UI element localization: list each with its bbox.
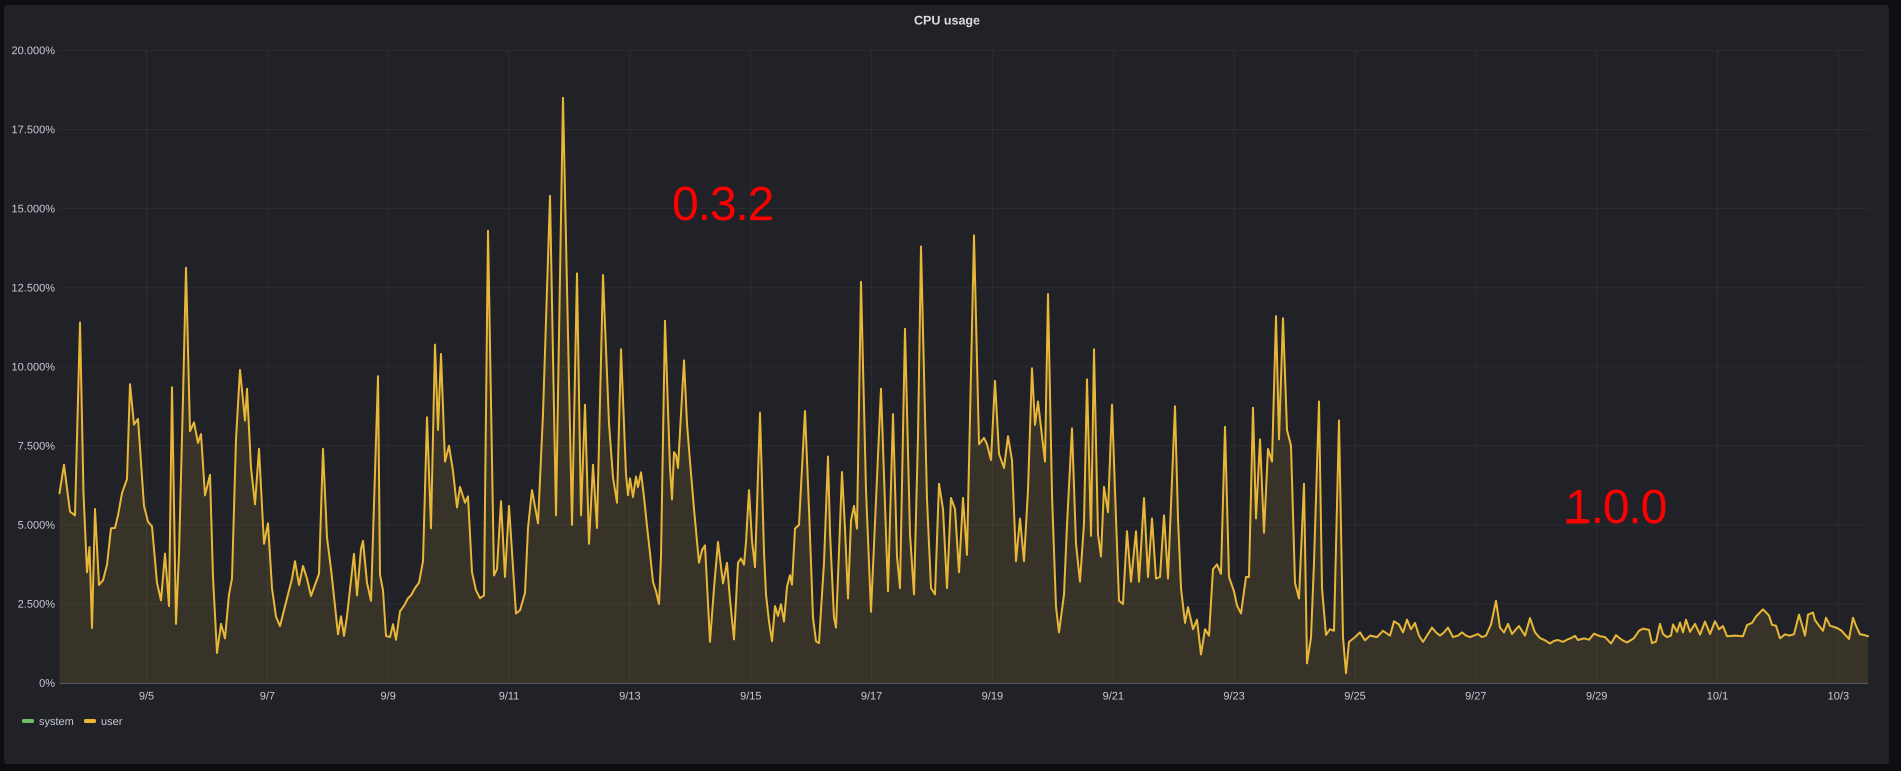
svg-text:9/15: 9/15 xyxy=(740,690,761,702)
svg-text:9/27: 9/27 xyxy=(1465,690,1486,702)
svg-text:12.500%: 12.500% xyxy=(12,282,56,294)
svg-text:7.500%: 7.500% xyxy=(18,441,56,453)
svg-text:5.000%: 5.000% xyxy=(18,520,56,532)
svg-text:9/5: 9/5 xyxy=(139,690,154,702)
svg-text:17.500%: 17.500% xyxy=(12,124,56,136)
svg-text:9/29: 9/29 xyxy=(1586,690,1607,702)
svg-text:10.000%: 10.000% xyxy=(12,361,56,373)
svg-text:2.500%: 2.500% xyxy=(18,599,56,611)
svg-text:15.000%: 15.000% xyxy=(12,203,56,215)
svg-text:9/13: 9/13 xyxy=(619,690,640,702)
svg-text:9/19: 9/19 xyxy=(982,690,1003,702)
svg-text:9/23: 9/23 xyxy=(1223,690,1244,702)
svg-text:1.0.0: 1.0.0 xyxy=(1565,481,1666,534)
svg-text:9/7: 9/7 xyxy=(260,690,275,702)
svg-text:9/21: 9/21 xyxy=(1103,690,1124,702)
svg-text:9/25: 9/25 xyxy=(1344,690,1365,702)
svg-text:9/11: 9/11 xyxy=(499,690,520,702)
svg-text:10/3: 10/3 xyxy=(1828,690,1849,702)
svg-text:system: system xyxy=(39,716,74,728)
svg-text:10/1: 10/1 xyxy=(1707,690,1728,702)
svg-text:CPU usage: CPU usage xyxy=(914,13,980,27)
svg-text:user: user xyxy=(101,716,123,728)
svg-text:20.000%: 20.000% xyxy=(12,45,56,57)
svg-text:0%: 0% xyxy=(39,678,55,690)
svg-text:9/9: 9/9 xyxy=(381,690,396,702)
svg-text:9/17: 9/17 xyxy=(861,690,882,702)
svg-text:0.3.2: 0.3.2 xyxy=(672,178,773,231)
